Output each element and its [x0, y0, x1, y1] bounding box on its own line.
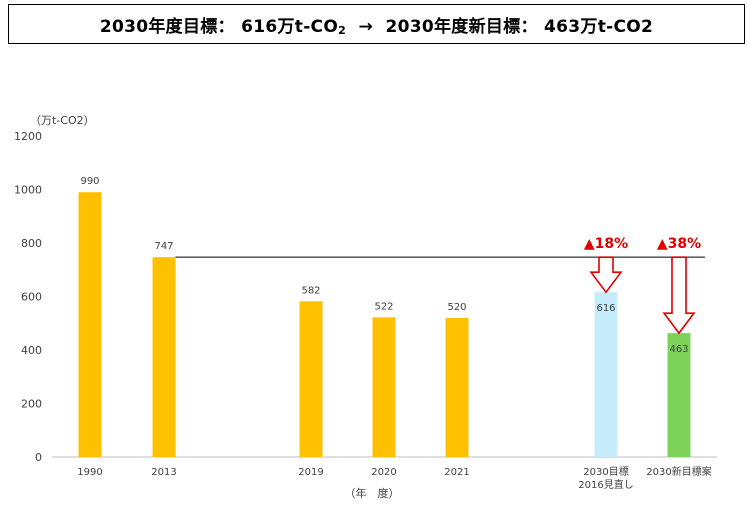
- data-label: 747: [154, 241, 173, 252]
- title-arrow: →: [358, 16, 374, 37]
- data-label: 990: [80, 176, 99, 187]
- title-old-value: 616万t-CO2: [241, 17, 346, 37]
- y-tick-label: 1200: [14, 130, 42, 143]
- bar: [594, 292, 618, 457]
- x-tick-label: 2030目標: [583, 465, 628, 478]
- title-old-label: 2030年度目標：: [99, 16, 235, 37]
- title-new-label: 2030年度新目標：: [385, 16, 538, 37]
- y-tick-label: 800: [21, 237, 42, 250]
- bar: [445, 317, 469, 457]
- bar: [78, 192, 102, 458]
- x-tick-label: 1990: [77, 467, 102, 478]
- title-old-value-text: 616万t-CO: [241, 16, 339, 37]
- data-label: 522: [374, 301, 393, 312]
- reduction-arrow: [589, 256, 623, 294]
- y-tick-label: 0: [35, 451, 42, 464]
- bar: [372, 317, 396, 457]
- y-axis-title: （万t-CO2）: [30, 114, 95, 127]
- y-tick-label: 1000: [14, 184, 42, 197]
- reduction-arrow: [662, 256, 696, 335]
- title-box: 2030年度目標： 616万t-CO2 → 2030年度新目標： 463万t-C…: [8, 4, 745, 44]
- reduction-label: ▲18%: [584, 236, 628, 252]
- x-tick-label: 2021: [444, 467, 469, 478]
- title-old-value-subscript: 2: [338, 23, 347, 37]
- data-label: 520: [447, 302, 466, 313]
- y-tick-label: 200: [21, 398, 42, 411]
- bar: [152, 257, 176, 457]
- chart-title: 2030年度目標： 616万t-CO2 → 2030年度新目標： 463万t-C…: [100, 12, 653, 37]
- bar: [299, 301, 323, 457]
- x-tick-label: 2019: [298, 467, 323, 478]
- y-tick-label: 400: [21, 344, 42, 357]
- x-tick-label: 2030新目標案: [646, 465, 711, 478]
- reduction-label: ▲38%: [657, 236, 701, 252]
- data-label: 616: [596, 303, 615, 314]
- x-tick-label: 2013: [151, 467, 176, 478]
- title-new-value: 463万t-CO2: [544, 16, 654, 37]
- x-axis-title: （年 度）: [345, 486, 400, 500]
- x-tick-label: 2020: [371, 467, 396, 478]
- bar: [667, 333, 691, 457]
- x-tick-label: 2016見直し: [578, 478, 633, 491]
- data-label: 463: [669, 344, 688, 355]
- y-tick-label: 600: [21, 291, 42, 304]
- data-label: 582: [301, 285, 320, 296]
